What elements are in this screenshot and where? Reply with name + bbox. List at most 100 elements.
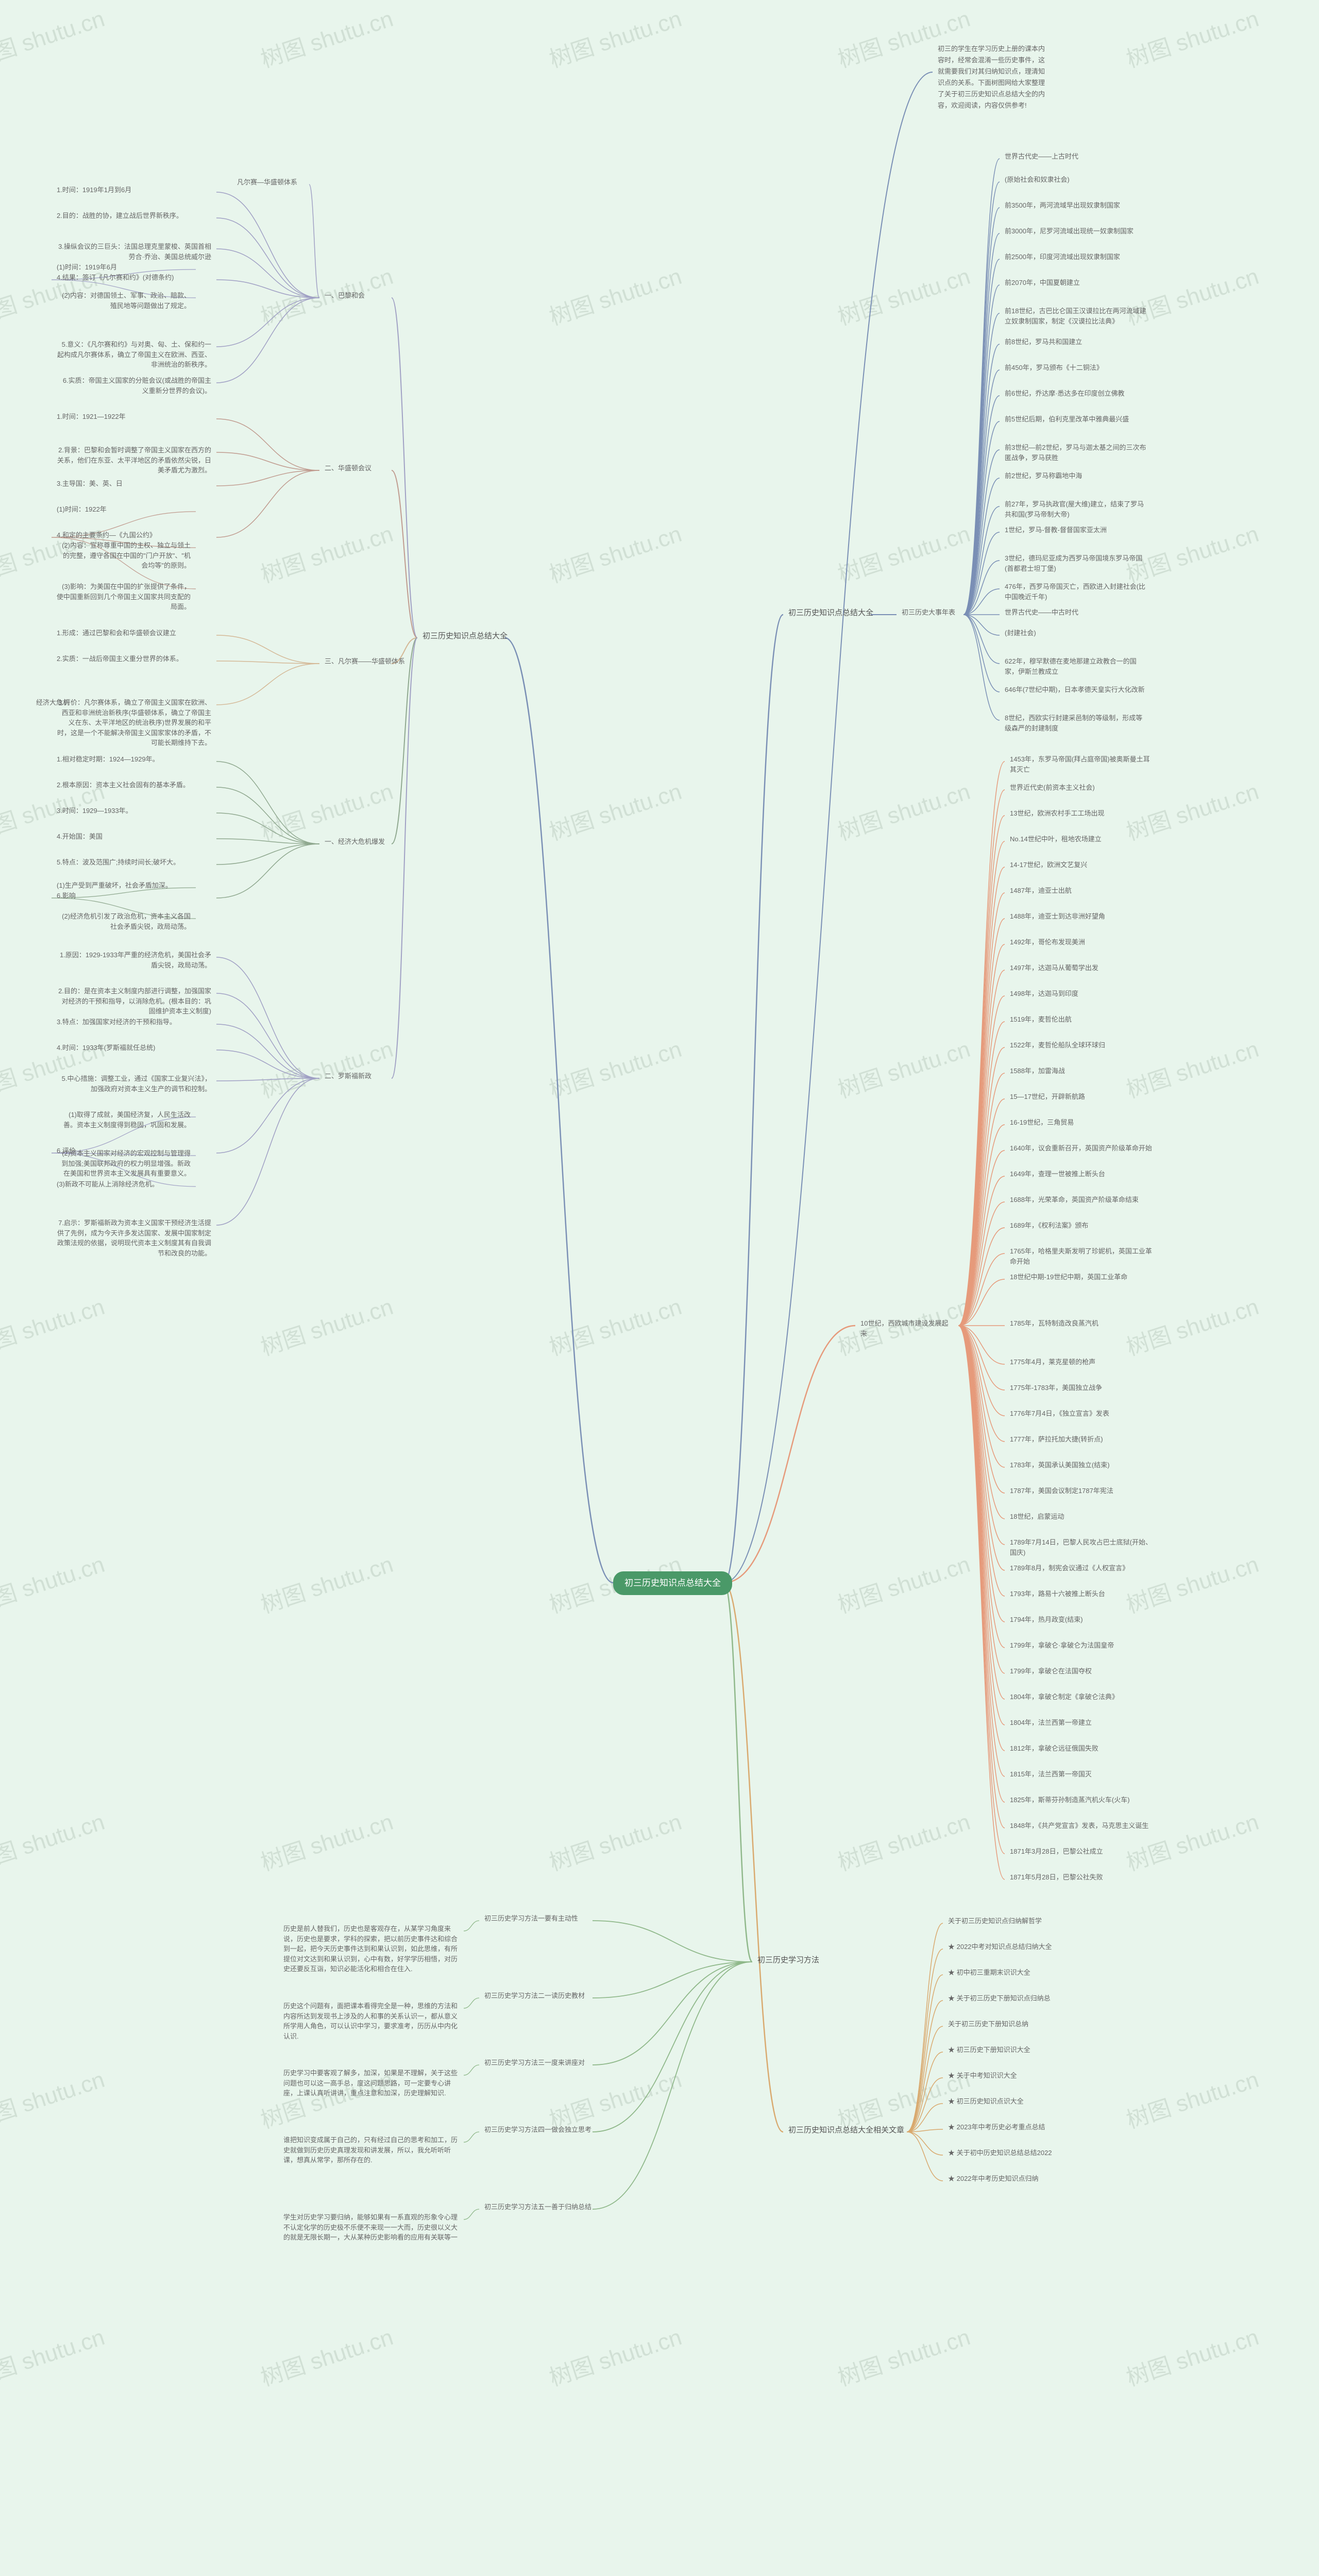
mindmap-node: 1804年，法兰西第一帝建立 bbox=[1005, 1716, 1097, 1730]
mindmap-node: 世界古代史——上古时代 bbox=[1000, 149, 1084, 164]
mindmap-node: ★ 初三历史知识点识大全 bbox=[943, 2094, 1029, 2109]
mindmap-node: (3)新政不可能从上消除经济危机。 bbox=[52, 1177, 164, 1192]
mindmap-node: 646年(7世纪中期)，日本孝德天皇实行大化改新 bbox=[1000, 683, 1150, 697]
mindmap-node: 1789年7月14日，巴黎人民攻占巴士底狱(开始、国庆) bbox=[1005, 1535, 1159, 1560]
mindmap-node: 1775年-1783年，美国独立战争 bbox=[1005, 1381, 1107, 1395]
mindmap-node: 8世纪，西欧实行封建采邑制的等级制，形成等级森严的封建制度 bbox=[1000, 711, 1154, 735]
mindmap-node: 1776年7月4日，《独立宣言》发表 bbox=[1005, 1406, 1114, 1421]
mindmap-node: 1799年，拿破仑在法国夺权 bbox=[1005, 1664, 1097, 1679]
watermark: 树图 shutu.cn bbox=[256, 2318, 397, 2392]
mindmap-node: 1777年，萨拉托加大捷(转折点) bbox=[1005, 1432, 1108, 1447]
watermark: 树图 shutu.cn bbox=[833, 258, 974, 331]
mindmap-node: 5.中心措施：调整工业，通过《国家工业复兴法》，加强政府对资本主义生产的调节和控… bbox=[52, 1072, 216, 1096]
mindmap-node: 经济大危机 bbox=[31, 696, 75, 710]
mindmap-node: 1588年，加雷海战 bbox=[1005, 1064, 1070, 1078]
mindmap-node: ★ 2023年中考历史必考重点总结 bbox=[943, 2120, 1051, 2134]
mindmap-node: 1453年，东罗马帝国(拜占庭帝国)被奥斯曼土耳其灭亡 bbox=[1005, 752, 1159, 776]
watermark: 树图 shutu.cn bbox=[1122, 1288, 1262, 1362]
mindmap-node: 学生对历史学习要归纳，能够如果有一系直观的形象令心理不认定化学的历史极不乐便不来… bbox=[278, 2210, 464, 2245]
watermark: 树图 shutu.cn bbox=[1122, 0, 1262, 74]
watermark: 树图 shutu.cn bbox=[0, 2061, 108, 2134]
mindmap-node: 3世纪，德玛尼亚成为西罗马帝国境东罗马帝国(首都君士坦丁堡) bbox=[1000, 551, 1154, 575]
watermark: 树图 shutu.cn bbox=[0, 1546, 108, 1619]
mindmap-node: No.14世纪中叶，租地农场建立 bbox=[1005, 832, 1107, 846]
mindmap-node: 1785年，瓦特制造改良蒸汽机 bbox=[1005, 1316, 1104, 1331]
mindmap-node: 13世纪，欧洲农村手工工场出现 bbox=[1005, 806, 1109, 821]
watermark: 树图 shutu.cn bbox=[1122, 773, 1262, 846]
mindmap-node: 前27年，罗马执政官(屋大维)建立，结束了罗马共和国(罗马帝制大帝) bbox=[1000, 497, 1154, 521]
mindmap-node: 1689年，《权利法案》颁布 bbox=[1005, 1218, 1093, 1233]
mindmap-node: 初三历史知识点总结大全相关文章 bbox=[783, 2123, 909, 2140]
mindmap-node: 世界近代史(前资本主义社会) bbox=[1005, 781, 1100, 795]
mindmap-node: 1804年，拿破仑制定《拿破仑法典》 bbox=[1005, 1690, 1124, 1704]
mindmap-node: 凡尔赛—华盛顿体系 bbox=[232, 175, 302, 190]
mindmap-node: 关于初三历史知识点归纳解哲学 bbox=[943, 1914, 1047, 1928]
watermark: 树图 shutu.cn bbox=[545, 1030, 685, 1104]
mindmap-node: 2.背景：巴黎和会暂时调整了帝国主义国家在西方的关系，他们在东亚、太平洋地区的矛… bbox=[52, 443, 216, 478]
mindmap-node: 2.目的：是在资本主义制度内部进行调整，加强国家对经济的干预和指导，以消除危机。… bbox=[52, 984, 216, 1019]
mindmap-node: 4.时间：1933年(罗斯福就任总统) bbox=[52, 1041, 160, 1055]
mindmap-node: 1775年4月，莱克星顿的枪声 bbox=[1005, 1355, 1101, 1369]
mindmap-node: 18世纪，启蒙运动 bbox=[1005, 1510, 1069, 1524]
mindmap-node: 1.原因：1929-1933年严重的经济危机，美国社会矛盾尖锐，政局动荡。 bbox=[52, 948, 216, 972]
mindmap-node: 1848年，《共产党宣言》发表，马克思主义诞生 bbox=[1005, 1819, 1154, 1833]
mindmap-node: 2.实质：一战后帝国主义重分世界的体系。 bbox=[52, 652, 188, 666]
watermark: 树图 shutu.cn bbox=[545, 1288, 685, 1362]
mindmap-node: ★ 初中初三重期末识识大全 bbox=[943, 1965, 1036, 1980]
watermark: 树图 shutu.cn bbox=[833, 1030, 974, 1104]
mindmap-node: 初三历史大事年表 bbox=[897, 605, 960, 620]
mindmap-node: 1519年，麦哲伦出航 bbox=[1005, 1012, 1077, 1027]
mindmap-node: 初三历史学习方法二一读历史教材 bbox=[479, 1989, 590, 2003]
mindmap-node: 1787年，美国会议制定1787年宪法 bbox=[1005, 1484, 1119, 1498]
mindmap-node: 一、经济大危机爆发 bbox=[319, 835, 390, 849]
watermark: 树图 shutu.cn bbox=[0, 1803, 108, 1877]
watermark: 树图 shutu.cn bbox=[256, 1288, 397, 1362]
mindmap-node: (1)时间：1922年 bbox=[52, 502, 112, 517]
mindmap-node: 前2500年，印度河流域出现奴隶制国家 bbox=[1000, 250, 1125, 264]
watermark: 树图 shutu.cn bbox=[256, 1030, 397, 1104]
mindmap-node: 初三历史学习方法 bbox=[752, 1953, 824, 1970]
mindmap-node: ★ 关于初三历史下册知识点归纳总 bbox=[943, 1991, 1056, 2006]
mindmap-node: 历史学习中要客观了解多，加深，如果是不理解，关于这些问题也可以这一高手总，度这问… bbox=[278, 2066, 464, 2100]
mindmap-node: 前6世纪，乔达摩·悉达多在印度创立佛教 bbox=[1000, 386, 1130, 401]
mindmap-node: 5.特点：波及范围广;持续时间长;破坏大。 bbox=[52, 855, 185, 870]
mindmap-node: 3.时间：1929—1933年。 bbox=[52, 804, 138, 818]
watermark: 树图 shutu.cn bbox=[256, 1546, 397, 1619]
mindmap-node: 1794年，热月政变(结束) bbox=[1005, 1613, 1088, 1627]
mindmap-node: (原始社会和奴隶社会) bbox=[1000, 173, 1075, 187]
mindmap-node: 3.评价：凡尔赛体系，确立了帝国主义国家在欧洲、西亚和非洲统治新秩序(华盛顿体系… bbox=[52, 696, 216, 750]
mindmap-node: 1799年，拿破仑·拿破仑为法国皇帝 bbox=[1005, 1638, 1119, 1653]
mindmap-node: ★ 初三历史下册知识识大全 bbox=[943, 2043, 1036, 2057]
mindmap-node: (1)取得了成就，美国经济复，人民生活改善。资本主义制度得到稳固，巩固和发展。 bbox=[52, 1108, 196, 1132]
mindmap-node: 前2070年，中国夏朝建立 bbox=[1000, 276, 1085, 290]
watermark: 树图 shutu.cn bbox=[833, 1546, 974, 1619]
watermark: 树图 shutu.cn bbox=[1122, 1030, 1262, 1104]
mindmap-node: 1497年，达迦马从葡萄学出发 bbox=[1005, 961, 1104, 975]
mindmap-node: 二、华盛顿会议 bbox=[319, 461, 377, 476]
mindmap-node: 1.相对稳定时期：1924—1929年。 bbox=[52, 752, 164, 767]
mindmap-node: 一、巴黎和会 bbox=[319, 289, 370, 303]
mindmap-node: 1世纪，罗马-督教-督督国家亚太洲 bbox=[1000, 523, 1112, 537]
watermark: 树图 shutu.cn bbox=[1122, 2061, 1262, 2134]
mindmap-node: 622年，穆罕默德在麦地那建立政教合一的国家，伊斯兰教成立 bbox=[1000, 654, 1154, 679]
watermark: 树图 shutu.cn bbox=[545, 773, 685, 846]
mindmap-node: 1488年，迪亚士到达非洲好望角 bbox=[1005, 909, 1110, 924]
mindmap-node: ★ 2022中考对知识点总结归纳大全 bbox=[943, 1940, 1057, 1954]
mindmap-node: 1789年8月，制宪会议通过《人权宣言》 bbox=[1005, 1561, 1134, 1575]
mindmap-node: 6.实质：帝国主义国家的分赃会议(或战胜的帝国主义重新分世界的会议)。 bbox=[52, 374, 216, 398]
mindmap-node: 1.时间：1921—1922年 bbox=[52, 410, 131, 424]
mindmap-node: 1871年5月28日，巴黎公社失败 bbox=[1005, 1870, 1108, 1885]
watermark: 树图 shutu.cn bbox=[545, 258, 685, 331]
mindmap-node: 1640年，议会重新召开，英国资产阶级革命开始 bbox=[1005, 1141, 1157, 1156]
mindmap-node: 15—17世纪，开辟新航路 bbox=[1005, 1090, 1090, 1104]
mindmap-node: 1783年，英国承认美国独立(结束) bbox=[1005, 1458, 1115, 1472]
watermark: 树图 shutu.cn bbox=[0, 0, 108, 74]
watermark: 树图 shutu.cn bbox=[833, 2318, 974, 2392]
mindmap-node: 前18世纪，古巴比仑国王汉谟拉比在两河流域建立奴隶制国家，制定《汉谟拉比法典》 bbox=[1000, 304, 1154, 328]
intro-text: 初三的学生在学习历史上册的课本内容时，经常会混淆一些历史事件，这就需要我们对其归… bbox=[933, 41, 1056, 114]
mindmap-node: 2.根本原因：资本主义社会固有的基本矛盾。 bbox=[52, 778, 195, 792]
mindmap-node: 1492年，哥伦布发现美洲 bbox=[1005, 935, 1090, 950]
mindmap-node: 1688年，光荣革命，英国资产阶级革命结束 bbox=[1005, 1193, 1144, 1207]
watermark: 树图 shutu.cn bbox=[1122, 2318, 1262, 2392]
mindmap-node: 1649年，查理一世被推上断头台 bbox=[1005, 1167, 1110, 1181]
